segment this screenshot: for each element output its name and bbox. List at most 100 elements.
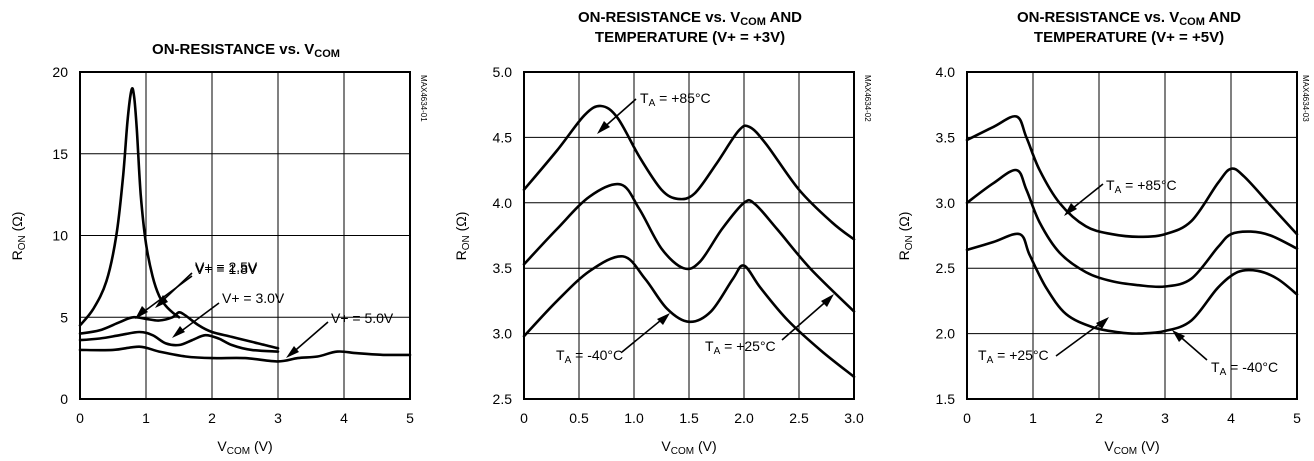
annotation-v25: V+ = 2.5V xyxy=(135,259,258,319)
x-tick-label: 1.0 xyxy=(624,410,644,426)
annotation-m40c: TA = -40°C xyxy=(556,313,670,366)
series-line-3 xyxy=(78,345,412,363)
annotation-label: TA = +85°C xyxy=(1106,177,1177,196)
annotation-25c: TA = +25°C xyxy=(705,294,834,357)
arrow-head xyxy=(1172,330,1185,342)
series-line-0 xyxy=(965,114,1299,239)
x-tick-label: 0 xyxy=(963,410,971,426)
y-tick-label: 3.5 xyxy=(493,260,513,276)
y-tick-label: 3.0 xyxy=(936,195,956,211)
annotation-v50: V+ = 5.0V xyxy=(286,310,394,358)
y-tick-label: 4.0 xyxy=(936,64,956,80)
tick-labels: 0 1 2 3 4 5 0 5 10 15 20 xyxy=(52,64,414,426)
x-tick-label: 5 xyxy=(406,410,414,426)
y-axis-label: RON (Ω) xyxy=(9,212,28,261)
x-tick-label: 4 xyxy=(1227,410,1235,426)
series-line-0 xyxy=(78,87,181,327)
arrow-head xyxy=(657,313,670,325)
arrow-line xyxy=(137,275,193,317)
arrow-line xyxy=(781,297,831,341)
series-line-1 xyxy=(78,310,280,350)
x-tick-label: 4 xyxy=(340,410,348,426)
x-tick-label: 1.5 xyxy=(679,410,699,426)
y-tick-label: 2.5 xyxy=(493,391,513,407)
chart-title-line1: ON-RESISTANCE vs. VCOM AND xyxy=(1017,9,1241,28)
x-axis-label: VCOM (V) xyxy=(217,438,272,457)
x-tick-label: 0 xyxy=(76,410,84,426)
y-tick-label: 2.0 xyxy=(936,326,956,342)
x-tick-label: 1 xyxy=(1029,410,1037,426)
series-line-2 xyxy=(965,232,1299,335)
x-tick-label: 2.5 xyxy=(789,410,809,426)
arrow-head xyxy=(1096,317,1109,329)
x-tick-label: 2 xyxy=(1095,410,1103,426)
y-tick-label: 4.0 xyxy=(493,195,513,211)
x-tick-label: 1 xyxy=(142,410,150,426)
annotation-label: V+ = 5.0V xyxy=(331,310,394,326)
y-axis-label: RON (Ω) xyxy=(896,212,915,261)
annotation-m40c: TA = -40°C xyxy=(1172,330,1278,378)
x-tick-label: 2.0 xyxy=(734,410,754,426)
x-axis-label: VCOM (V) xyxy=(1104,438,1159,457)
y-tick-label: 3.0 xyxy=(493,326,513,342)
plot-frame xyxy=(79,71,411,400)
annotation-label: V+ = 3.0V xyxy=(222,290,285,306)
tick-labels: 0 0.5 1.0 1.5 2.0 2.5 3.0 2.5 3.0 3.5 4.0 4.5 5.0 xyxy=(493,64,864,426)
annotation-85c: TA = +85°C xyxy=(597,90,711,134)
series-line-2 xyxy=(522,255,856,379)
arrow-head xyxy=(155,295,168,308)
chart-vcom-temperature-3v: ON-RESISTANCE vs. VCOM AND TEMPERATURE (… xyxy=(453,9,872,457)
series-line-0 xyxy=(522,104,856,241)
y-tick-label: 3.5 xyxy=(936,129,956,145)
series-line-1 xyxy=(965,168,1299,289)
figure-code: MAX4634-02 xyxy=(863,75,872,122)
annotation-label: TA = -40°C xyxy=(556,347,623,366)
arrow-head xyxy=(172,326,185,338)
chart-title-line2: TEMPERATURE (V+ = +3V) xyxy=(595,29,785,46)
figure-code: MAX4634-01 xyxy=(419,75,428,122)
plot-frame xyxy=(966,71,1298,400)
arrow-line xyxy=(1055,319,1106,357)
arrow-head xyxy=(821,294,834,307)
annotation-label: TA = +25°C xyxy=(978,347,1049,366)
series-line-1 xyxy=(522,182,856,313)
y-tick-label: 15 xyxy=(52,146,68,162)
x-axis-label: VCOM (V) xyxy=(661,438,716,457)
arrow-line xyxy=(621,315,667,353)
x-tick-label: 3 xyxy=(1161,410,1169,426)
chart-title-line2: TEMPERATURE (V+ = +5V) xyxy=(1034,29,1224,46)
y-tick-label: 0 xyxy=(60,391,68,407)
x-tick-label: 0.5 xyxy=(569,410,589,426)
chart-title-line1: ON-RESISTANCE vs. VCOM AND xyxy=(578,9,802,28)
arrow-head xyxy=(135,306,148,319)
plot-frame xyxy=(523,71,855,400)
y-tick-label: 1.5 xyxy=(936,391,956,407)
annotation-v30: V+ = 3.0V xyxy=(172,290,285,338)
y-tick-label: 20 xyxy=(52,64,68,80)
annotation-85c: TA = +85°C xyxy=(1064,177,1177,216)
series-line-2 xyxy=(78,330,280,353)
x-tick-label: 0 xyxy=(520,410,528,426)
arrow-head xyxy=(597,121,610,134)
figure-code: MAX4634-03 xyxy=(1301,75,1310,122)
curves xyxy=(965,114,1299,335)
x-tick-label: 3.0 xyxy=(844,410,864,426)
arrow-head xyxy=(1064,203,1077,216)
x-tick-label: 2 xyxy=(208,410,216,426)
annotation-label: TA = -40°C xyxy=(1211,359,1278,378)
arrow-line xyxy=(175,302,220,336)
chart-vcom-on-resistance: ON-RESISTANCE vs. VCOM 0 1 2 3 4 5 0 5 10 15 20 RO… xyxy=(9,41,428,457)
chart-vcom-temperature-5v: ON-RESISTANCE vs. VCOM AND TEMPERATURE (… xyxy=(896,9,1310,457)
gridlines xyxy=(524,72,854,399)
x-tick-label: 3 xyxy=(274,410,282,426)
y-tick-label: 5 xyxy=(60,309,68,325)
y-tick-label: 5.0 xyxy=(493,64,513,80)
annotation-label: V+ = 1.8V xyxy=(195,261,258,277)
curves xyxy=(522,104,856,379)
y-tick-label: 10 xyxy=(52,228,68,244)
annotation-label: TA = +85°C xyxy=(640,90,711,109)
x-tick-label: 5 xyxy=(1293,410,1301,426)
tick-labels: 0 1 2 3 4 5 1.5 2.0 2.5 3.0 3.5 4.0 xyxy=(936,64,1302,426)
y-tick-label: 2.5 xyxy=(936,260,956,276)
